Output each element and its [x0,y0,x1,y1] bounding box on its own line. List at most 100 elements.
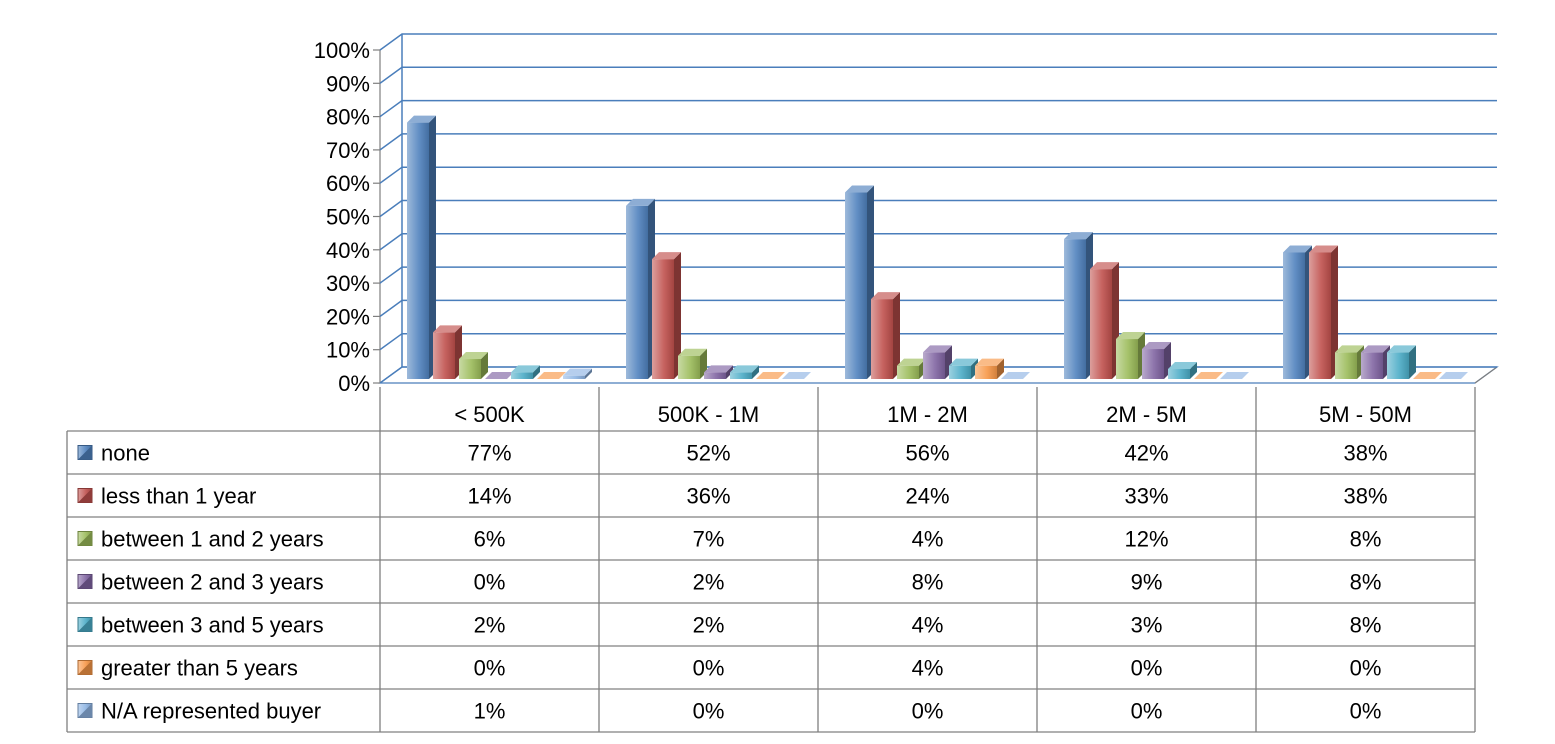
bar-top [1001,372,1030,379]
bar-top [563,368,592,376]
table-cell: 38% [1343,484,1387,509]
table-cell: 0% [693,656,725,681]
bar-front [730,372,752,379]
bar-top [1116,332,1145,340]
series-name: less than 1 year [101,484,256,509]
gridlines [379,33,1497,384]
bar-front [1335,352,1357,379]
bar-front [923,352,945,379]
bar-top [730,365,759,373]
table-cell: 24% [905,484,949,509]
bar [1090,262,1119,379]
gridline [379,199,1497,218]
bar-top [652,252,681,260]
legend-key-shade [78,574,92,589]
bar-side [533,365,540,379]
gridline [379,66,1497,84]
bar-side [893,292,900,379]
bar-top [1439,372,1468,379]
bar-top [704,365,733,373]
bar-top [1220,372,1249,379]
bar-group [845,185,1030,379]
bar-top [756,372,785,379]
y-tick-label: 30% [326,271,370,296]
table-cell: 0% [1131,656,1163,681]
bar-top [407,115,436,123]
category-label: < 500K [454,402,525,427]
bar-top [537,372,566,379]
category-label: 500K - 1M [658,402,760,427]
bar [756,372,785,379]
bar [407,115,436,379]
bar [1001,372,1030,379]
bar [563,368,592,379]
bar-top [1142,342,1171,350]
bar-front [433,332,455,379]
y-tick-label: 80% [326,105,370,130]
y-tick-label: 50% [326,205,370,230]
bar-side [1331,245,1338,379]
table-cell: 42% [1124,441,1168,466]
bar-top [845,185,874,193]
bar-front [1116,339,1138,379]
bar [433,325,462,379]
table-cell: 33% [1124,484,1168,509]
bar-top [459,352,488,360]
bar [1283,245,1312,379]
bar-side [1190,362,1197,379]
y-tick-label: 20% [326,304,370,329]
bar-top [1309,245,1338,253]
series-name: between 1 and 2 years [101,527,324,552]
bar [1309,245,1338,379]
table-cell: 0% [474,570,506,595]
bar [537,372,566,379]
y-tick-label: 0% [338,371,370,396]
bar-top [1335,345,1364,353]
bar-top [871,292,900,300]
bar [1361,345,1390,379]
bar-top [678,348,707,356]
bar [485,372,514,379]
bar-side [481,352,488,379]
bar-front [511,372,533,379]
bar [1220,372,1249,379]
series-name: greater than 5 years [101,656,298,681]
legend-key-shade [78,703,92,718]
y-tick-label: 70% [326,138,370,163]
table-cell: 56% [905,441,949,466]
bar [871,292,900,379]
bar [923,345,952,379]
bar-side [674,252,681,379]
bar-top [1064,232,1093,240]
bar-front [845,192,867,379]
bar-front [1142,349,1164,379]
gridline [379,299,1497,318]
bar [511,365,540,379]
bar-top [949,358,978,366]
bar-front [704,372,726,379]
table-cell: 4% [912,527,944,552]
table-cell: 2% [693,570,725,595]
legend-key-shade [78,531,92,546]
bar-front [652,259,674,379]
bar-top [1283,245,1312,253]
series-name: N/A represented buyer [101,699,321,724]
bar [1439,372,1468,379]
bar-front [1283,252,1305,379]
gridline [379,266,1497,284]
bar [949,358,978,379]
bar-front [626,205,648,379]
bar-group [1064,232,1249,379]
bar-front [871,299,893,379]
table-cell: 2% [474,613,506,638]
bar-side [971,358,978,379]
bar-group [626,198,811,379]
bar-front [1168,369,1190,379]
table-cell: 3% [1131,613,1163,638]
bar [897,358,926,379]
bar-top [1387,345,1416,353]
bar-front [1387,352,1409,379]
table-cell: 4% [912,656,944,681]
category-label: 1M - 2M [887,402,968,427]
